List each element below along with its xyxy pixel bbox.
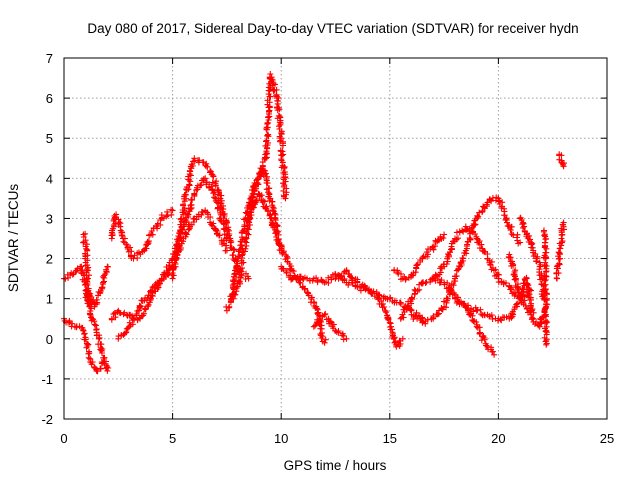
series-arc-s [452, 287, 534, 324]
y-tick-label: 4 [46, 171, 53, 186]
series-arc-v [540, 227, 551, 348]
y-tick-label: 3 [46, 211, 53, 226]
series-arc-b [61, 315, 107, 375]
series-arc-o [391, 231, 448, 283]
y-tick-label: 7 [46, 51, 53, 66]
x-tick-label: 5 [169, 431, 176, 446]
y-tick-label: -2 [41, 412, 53, 427]
series-arc-e [108, 206, 176, 262]
x-axis-label: GPS time / hours [284, 458, 387, 473]
x-tick-label: 10 [274, 431, 288, 446]
x-tick-label: 15 [383, 431, 397, 446]
chart-title: Day 080 of 2017, Sidereal Day-to-day VTE… [87, 21, 578, 36]
data-points [61, 71, 567, 375]
y-tick-label: 2 [46, 252, 53, 267]
y-tick-labels: -2 -1 0 1 2 3 4 5 6 7 [41, 51, 53, 427]
series-arc-x [556, 151, 567, 170]
series-arc-t [505, 251, 550, 330]
y-tick-label: 5 [46, 131, 53, 146]
series-arc-m [310, 310, 350, 343]
x-tick-labels: 0 5 10 15 20 25 [60, 431, 614, 446]
y-axis-label: SDTVAR / TECUs [6, 184, 21, 293]
series-arc-d [82, 263, 111, 310]
y-tick-label: 0 [46, 332, 53, 347]
y-tick-label: 1 [46, 292, 53, 307]
series-arc-w [553, 219, 567, 282]
y-tick-label: -1 [41, 372, 53, 387]
x-tick-label: 25 [600, 431, 614, 446]
plot-frame [63, 57, 608, 420]
x-tick-label: 0 [60, 431, 67, 446]
series-arc-r [430, 223, 534, 318]
series-arc-h [169, 155, 252, 282]
x-tick-label: 20 [491, 431, 505, 446]
y-tick-label: 6 [46, 91, 53, 106]
series-arc-i [223, 71, 290, 314]
series-arc-p [397, 275, 498, 358]
